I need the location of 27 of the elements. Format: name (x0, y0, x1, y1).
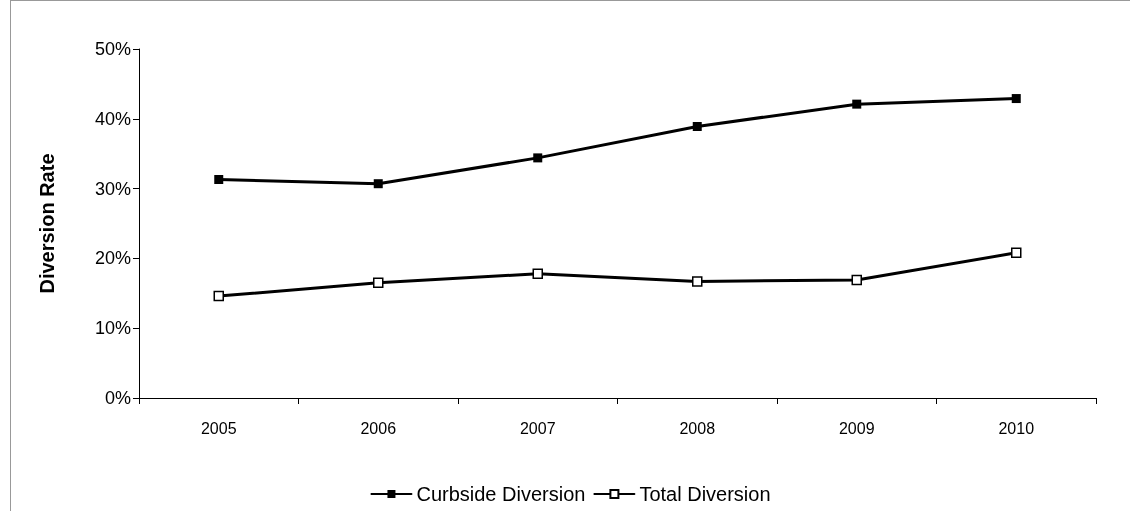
point (532, 268, 543, 280)
point (692, 276, 703, 287)
y-axis-title: Diversion Rate (36, 153, 58, 294)
y-tick-label: 30% (94, 178, 131, 199)
y-tick-label: 50% (94, 39, 131, 59)
y-tick-label: 0% (104, 388, 131, 408)
x-tick-label: 2007 (519, 419, 556, 437)
point (692, 121, 702, 131)
point (851, 274, 862, 286)
point (1011, 247, 1022, 259)
x-tick-label: 2009 (838, 419, 875, 437)
point (373, 179, 383, 189)
legend-label: Total Diversion (639, 483, 771, 505)
x-tick-label: 2005 (200, 419, 237, 437)
legend-label: Curbside Diversion (416, 483, 586, 505)
y-tick-label: 20% (94, 248, 131, 269)
x-tick-label: 2008 (679, 419, 716, 437)
x-tick-label: 2006 (360, 419, 397, 437)
y-tick-label: 10% (94, 318, 131, 339)
point (373, 277, 384, 289)
point (852, 99, 862, 109)
y-tick-label: 40% (94, 108, 131, 129)
point (213, 290, 224, 302)
point (533, 153, 543, 163)
x-tick-label: 2010 (998, 419, 1035, 437)
point (214, 175, 224, 185)
point (1011, 94, 1021, 104)
